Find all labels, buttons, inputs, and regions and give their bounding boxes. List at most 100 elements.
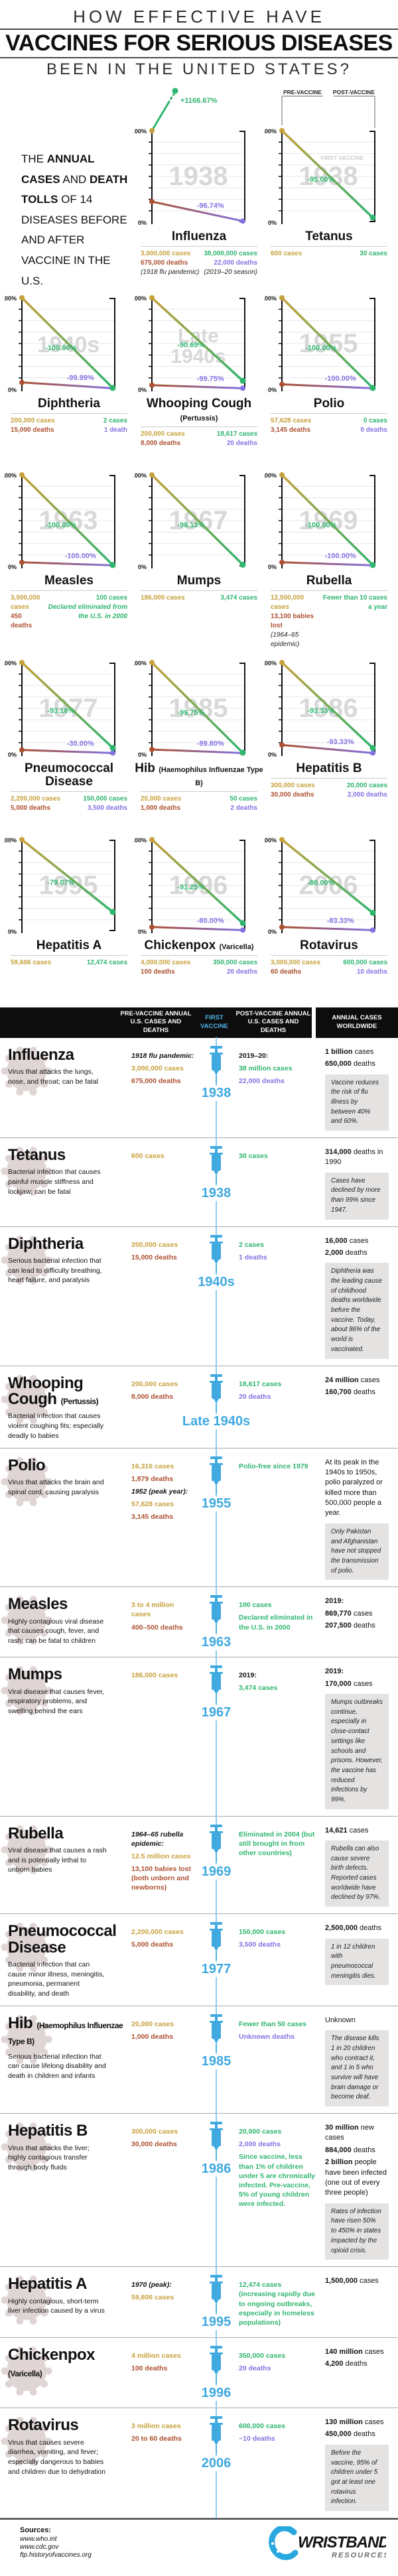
worldwide-stat: 650,000 deaths [325, 1060, 375, 1068]
chart-title-measles: Measles [44, 574, 94, 588]
table-header-post: POST-VACCINE ANNUAL U.S. CASES AND DEATH… [235, 1007, 312, 1038]
vaccine-year: 1938 [199, 1085, 233, 1101]
disease-name: Influenza [8, 1045, 74, 1064]
stat-line: 5,000 deaths [131, 1941, 174, 1949]
svg-text:FIRST VACCINE: FIRST VACCINE [321, 155, 364, 161]
chart-plot-diphtheria: 1940s100%0%-99.99%-100.00% [1, 295, 116, 393]
stat-line: Since vaccine, less than 1% of children … [239, 2153, 315, 2209]
worldwide-stat: 140 million cases [325, 2348, 384, 2356]
stat-line: 22,000 deaths [239, 1077, 285, 1086]
chart-stat: (2019–20 season) [204, 268, 257, 276]
stat-line: 38 million cases [239, 1064, 293, 1072]
stat-line: 3 million cases [131, 2422, 181, 2431]
worldwide-cell: 1 billion cases 650,000 deaths Vaccine red… [320, 1046, 398, 1131]
chart-stat: 186,000 cases [141, 594, 185, 602]
svg-text:0%: 0% [8, 387, 17, 393]
svg-text:PRE-VACCINE: PRE-VACCINE [283, 89, 322, 96]
stat-line: 1970 (peak): [131, 2281, 172, 2289]
svg-text:-100.00%: -100.00% [305, 521, 336, 529]
worldwide-stat: 4,200 deaths [325, 2360, 367, 2368]
disease-description: Bacterial infection that can cause minor… [8, 1961, 105, 1998]
chart-stat: 4,000,000 cases [141, 958, 191, 966]
chart-plot-hepatitis-a: 1995100%0%-79.07% [1, 836, 116, 935]
first-vaccine-cell: 1996 [195, 2337, 237, 2409]
svg-text:0%: 0% [138, 564, 147, 570]
stat-line: 675,000 deaths [131, 1077, 181, 1086]
stat-line: 2,000 deaths [239, 2140, 281, 2149]
mini-chart-chickenpox: 1996 100% 0% -80.00% -91.25% Chickenpox (Vari… [131, 833, 264, 997]
chart-stats: 4,000,000 cases 100 deaths 350,000 cases 20… [141, 954, 257, 990]
chart-stats: 12,500,000 cases 13,100 babies lost (1964–… [271, 590, 387, 649]
chart-stat: 100 deaths [141, 968, 175, 976]
syringe-icon [210, 2275, 223, 2313]
worldwide-cell: 16,000 cases 2,000 deaths Diphtheria was t… [320, 1235, 398, 1359]
svg-text:100%: 100% [264, 472, 277, 479]
header: HOW EFFECTIVE HAVE VACCINES FOR SERIOUS … [0, 0, 398, 79]
post-vaccine-cell: 2019: 3,474 cases [237, 1665, 320, 1809]
disease-name: Tetanus [8, 1146, 66, 1164]
worldwide-note: Before the vaccine, 95% of children unde… [325, 2444, 389, 2511]
chart-stat: 13,100 babies lost [271, 612, 314, 629]
stat-line: 12,474 cases (increasing rapidly due to … [239, 2281, 315, 2327]
stat-line: 2019: [239, 1671, 257, 1680]
pre-vaccine-stats: 3,000,000 cases 675,000 deaths (1918 flu p… [141, 249, 199, 281]
svg-text:100%: 100% [4, 660, 17, 667]
table-row-measles: Measles Highly contagious viral disease t… [0, 1586, 398, 1658]
chart-stat: 15,000 deaths [11, 426, 54, 434]
chart-plot-hepatitis-b: 1986 100% 0% -93.33% -93.33% [261, 659, 376, 758]
worldwide-stat: 2,000 deaths [325, 1248, 367, 1257]
chart-stat: 18,617 cases [216, 430, 257, 438]
chart-plot-whooping-cough: Late1940s100%0%-99.75%-90.69% [131, 295, 246, 393]
post-vaccine-cell: 18,617 cases 20 deaths [237, 1374, 320, 1441]
title-line-2: VACCINES FOR SERIOUS DISEASES [5, 31, 393, 56]
svg-text:0%: 0% [268, 387, 277, 393]
svg-text:100%: 100% [4, 472, 17, 479]
chart-stat: 50 cases [230, 795, 257, 803]
worldwide-stat: 1 billion cases [325, 1047, 374, 1056]
chart-stats: 3,000,000 cases 60 deaths 600,000 cases 10 … [271, 954, 387, 990]
chart-stat: 3,500,000 cases [11, 594, 40, 611]
svg-text:-93.33%: -93.33% [307, 707, 334, 715]
worldwide-cell: 2019: 869,770 cases 207,500 deaths [320, 1595, 398, 1650]
stat-line: ~10 deaths [239, 2435, 275, 2443]
chart-stat: 12,500,000 cases [271, 594, 304, 611]
svg-text:1996: 1996 [169, 871, 228, 900]
chart-stats: 20,000 cases 1,000 deaths 50 cases 2 deaths [141, 791, 257, 826]
chart-title-rotavirus: Rotavirus [300, 938, 358, 952]
worldwide-cell: 2019: 170,000 cases Mumps outbreaks contin… [320, 1665, 398, 1809]
pre-vaccine-stats: 12,500,000 cases 13,100 babies lost (1964–… [271, 594, 318, 649]
worldwide-cell: 24 million cases 160,700 deaths [320, 1374, 398, 1441]
first-vaccine-cell: 1995 [195, 2266, 237, 2339]
stat-line: 100 cases [239, 1601, 272, 1610]
stat-line: 1964–65 rubella epidemic: [131, 1830, 184, 1848]
worldwide-stat: 160,700 deaths [325, 1387, 375, 1396]
stat-line: 2,200,000 cases [131, 1928, 184, 1937]
worldwide-note: Vaccine reduces the risk of flu illness … [325, 1074, 389, 1131]
table-row-diphtheria: Diphtheria Serious bacterial infection th… [0, 1226, 398, 1366]
table-header: PRE-VACCINE ANNUAL U.S. CASES AND DEATHS… [0, 1007, 398, 1038]
chart-stat: (1964–65 epidemic) [271, 631, 300, 648]
worldwide-stat: 14,621 cases [325, 1826, 369, 1835]
chart-stat: 1,000 deaths [141, 804, 181, 812]
stat-line: 12.5 million cases [131, 1852, 191, 1860]
syringe-icon [210, 2014, 223, 2052]
chart-title-rubella: Rubella [306, 574, 352, 588]
chart-stats: 3,000,000 cases 675,000 deaths (1918 flu p… [141, 245, 257, 281]
disease-description: Bacterial infection that causes violent … [8, 1412, 104, 1440]
chart-title-whooping-cough: Whooping Cough (Pertussis) [146, 397, 252, 423]
svg-text:0%: 0% [138, 387, 147, 393]
worldwide-note: Cases have declined by more than 99% sin… [325, 1172, 389, 1220]
chart-stat: 450 deaths [11, 612, 33, 629]
sources-block: Sources: www.who.int www.cdc.gov ftp.his… [20, 2526, 92, 2559]
title-line-3: BEEN IN THE UNITED STATES? [46, 60, 352, 78]
svg-text:RESOURCES: RESOURCES [332, 2551, 386, 2559]
disease-description: Virus that attacks the lungs, nose, and … [8, 1068, 99, 1086]
disease-description: Virus that causes severe diarrhea, vomit… [8, 2438, 106, 2476]
table-row-rubella: Rubella Viral disease that causes a rash … [0, 1815, 398, 1915]
svg-text:0%: 0% [138, 751, 147, 758]
svg-text:100%: 100% [134, 660, 147, 667]
chart-stat: 350,000 cases [213, 958, 257, 966]
disease-cell: Influenza Virus that attacks the lungs, n… [0, 1046, 131, 1131]
disease-description: Viral disease that causes a rash and is … [8, 1846, 107, 1874]
svg-text:-100.00%: -100.00% [325, 375, 356, 383]
